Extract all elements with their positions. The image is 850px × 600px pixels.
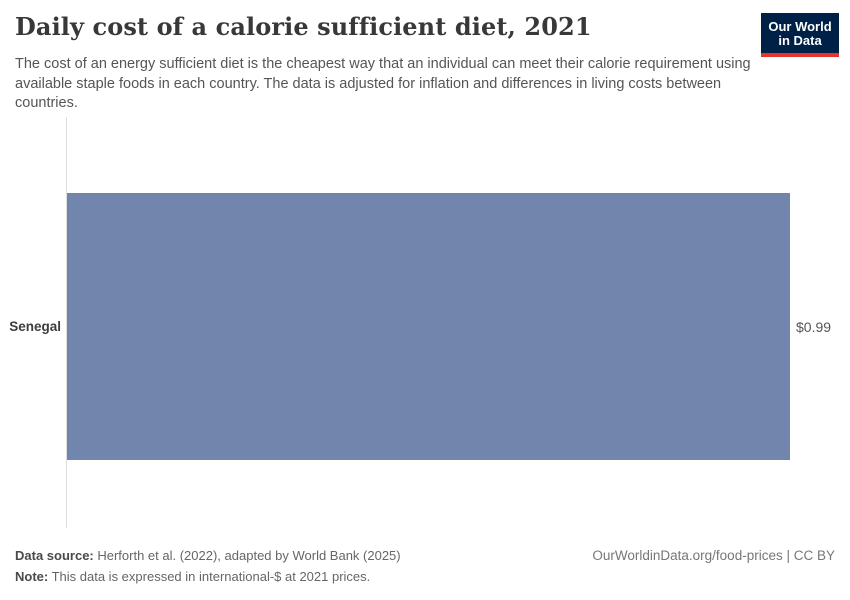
- license-link[interactable]: CC BY: [793, 548, 835, 563]
- data-source-label: Data source:: [15, 548, 94, 563]
- footer-separator: |: [782, 548, 794, 563]
- bar-senegal[interactable]: [67, 193, 790, 460]
- value-label-senegal: $0.99: [796, 318, 832, 335]
- owid-logo-text-line1: Our World: [768, 19, 832, 34]
- origin-url-link[interactable]: OurWorldinData.org/food-prices: [592, 548, 783, 563]
- note-label: Note:: [15, 569, 49, 584]
- data-source-text: Herforth et al. (2022), adapted by World…: [93, 548, 401, 563]
- chart-subtitle: The cost of an energy sufficient diet is…: [15, 56, 751, 111]
- bar-row-senegal: Senegal $0.99: [0, 193, 850, 460]
- owid-logo-text-line2: in Data: [778, 33, 822, 48]
- data-source-line: Data source: Herforth et al. (2022), ada…: [15, 545, 401, 566]
- owid-logo: Our World in Data: [761, 13, 839, 57]
- entity-label-senegal: Senegal: [9, 319, 61, 334]
- footer: Data source: Herforth et al. (2022), ada…: [15, 545, 835, 587]
- bar-track: [67, 193, 790, 460]
- note-text: This data is expressed in international-…: [48, 569, 371, 584]
- y-axis-line: [66, 117, 67, 528]
- footer-right: OurWorldinData.org/food-prices | CC BY: [592, 545, 835, 566]
- footer-left: Data source: Herforth et al. (2022), ada…: [15, 545, 401, 587]
- note-line: Note: This data is expressed in internat…: [15, 566, 401, 587]
- chart-title: Daily cost of a calorie sufficient diet,…: [15, 12, 592, 41]
